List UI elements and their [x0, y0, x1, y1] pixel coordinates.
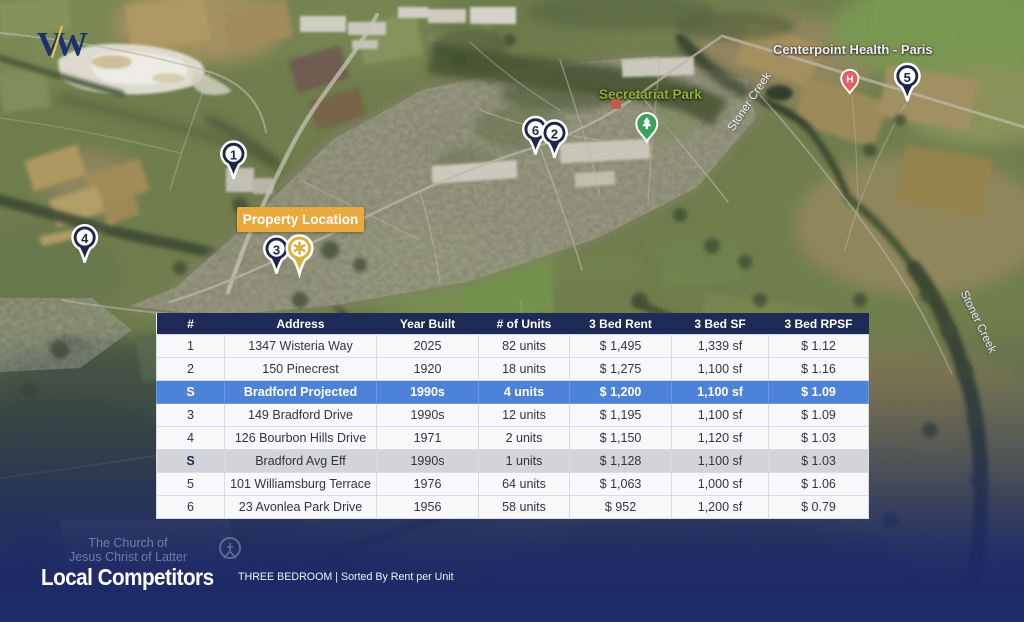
svg-text:H: H [846, 75, 853, 86]
svg-text:3: 3 [273, 242, 280, 257]
svg-text:W: W [54, 26, 88, 63]
svg-text:5: 5 [904, 70, 911, 85]
svg-text:V: V [37, 26, 62, 63]
svg-text:2: 2 [551, 127, 558, 142]
svg-text:4: 4 [81, 231, 89, 246]
svg-text:1: 1 [230, 148, 237, 163]
svg-text:6: 6 [532, 123, 539, 138]
